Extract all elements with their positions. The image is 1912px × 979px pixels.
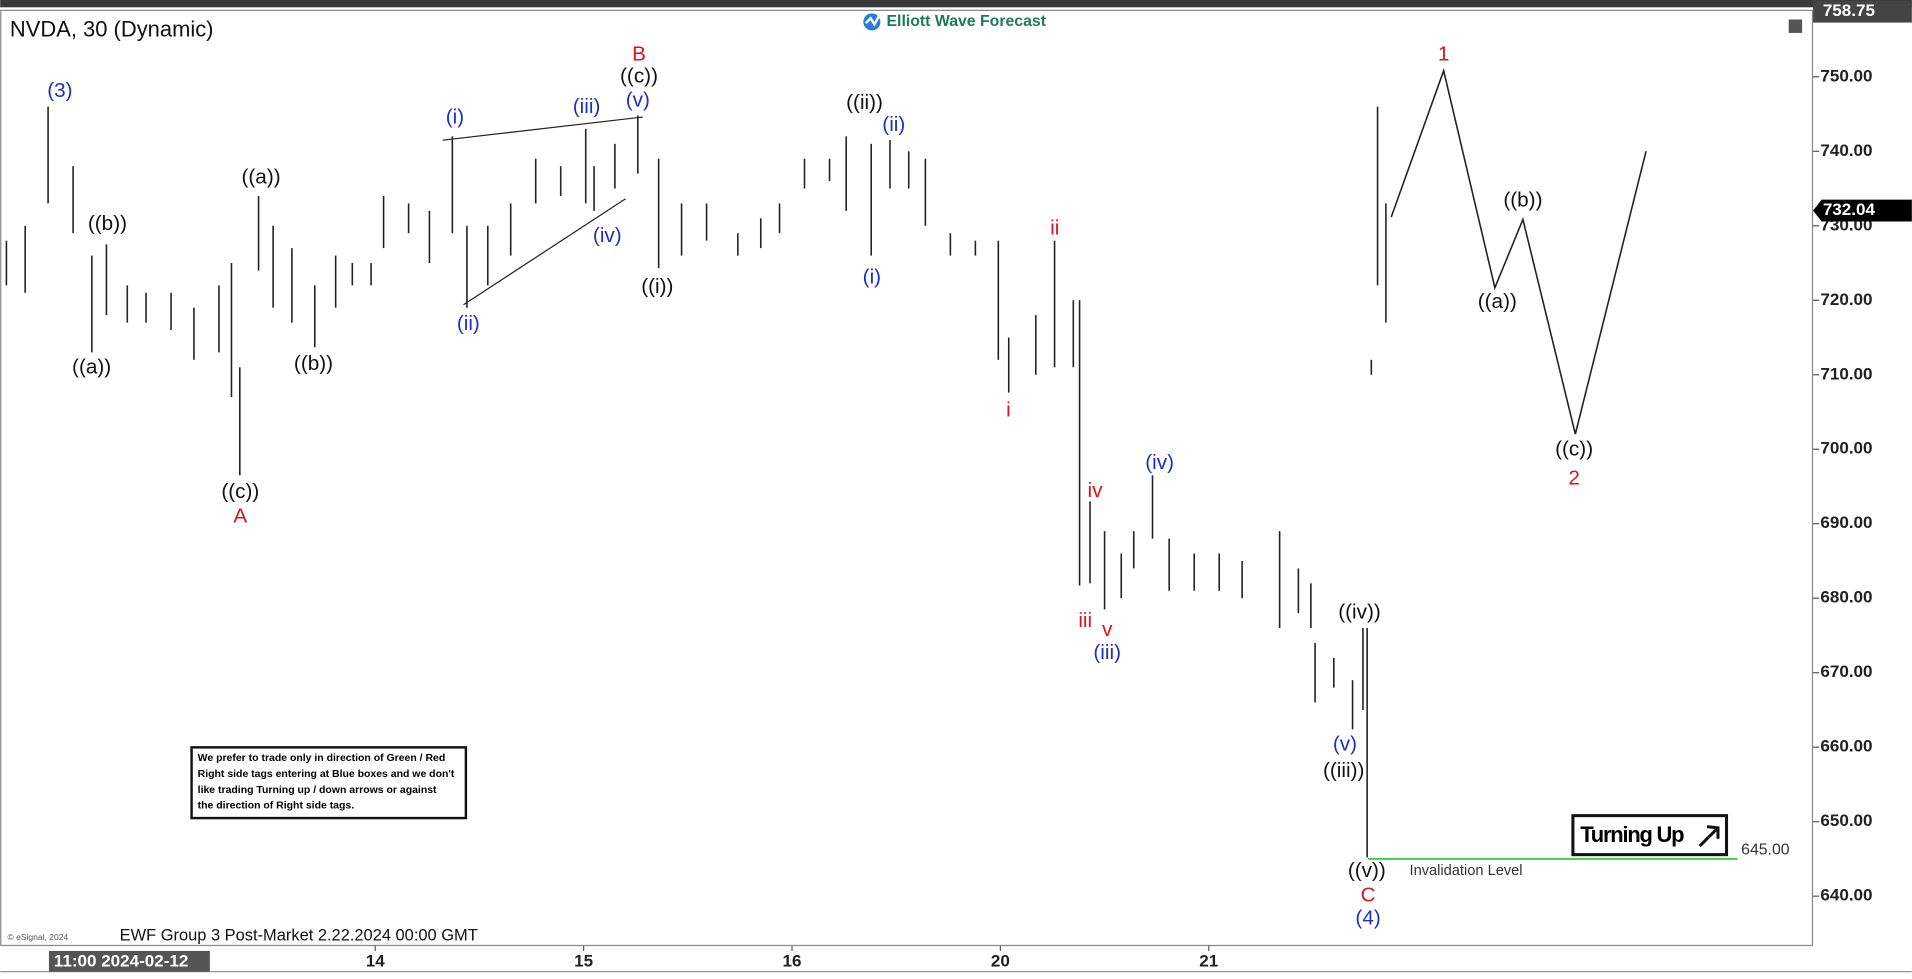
badge-box [1571,814,1729,857]
top-bar [0,0,1912,8]
y-tick-label: 750.00 [1820,66,1872,85]
note-box [190,746,468,820]
footer: EWF Group 3 Post-Market 2.22.2024 00:00 … [120,927,478,945]
last-price: 732.04 [1823,200,1876,219]
wave-label: (iv) [1145,451,1174,474]
invalidation-text: Invalidation Level [1410,863,1523,879]
projection-path [1390,67,1647,435]
badge: Turning Up [1580,822,1684,847]
y-tick-label: 650.00 [1820,811,1872,830]
wave-label: (iii) [1093,641,1121,664]
wave-label: i [1006,398,1011,421]
wave-label: ((c)) [221,480,259,503]
wave-label: ((c)) [1555,437,1593,460]
y-tick-label: 740.00 [1820,141,1872,160]
wave-label: (ii) [882,113,905,136]
y-tick-label: 690.00 [1820,513,1872,532]
trend-line [463,198,626,306]
logo-icon [864,15,881,27]
brand: Elliott Wave Forecast [887,13,1047,30]
wave-label: A [233,504,247,527]
last-price-tag [1813,199,1912,222]
x-tick-label: 20 [991,951,1010,970]
wave-label: B [632,42,646,65]
wave-label: 2 [1568,467,1580,490]
x-cursor-box [48,950,210,972]
wave-label: iv [1088,479,1104,502]
wave-label: ((ii)) [846,91,883,114]
y-tick-label: 720.00 [1820,290,1872,309]
x-tick-label: 21 [1199,951,1218,970]
wave-label: iii [1078,609,1092,632]
wave-label: (iii) [573,95,601,118]
wave-label: ((iii)) [1323,759,1364,782]
brand-logo: Elliott Wave Forecast [863,13,1047,31]
wave-label: ((b)) [1503,189,1542,212]
plot-frame [0,9,1814,947]
wave-label: (3) [47,79,72,102]
y-tick-label: 670.00 [1820,662,1872,681]
wave-label: C [1361,884,1376,907]
high-price: 758.75 [1823,1,1875,20]
wave-label: ((i)) [641,275,673,298]
y-tick-label: 660.00 [1820,737,1872,756]
chart-title: NVDA, 30 (Dynamic) [10,16,214,41]
x-tick-label: 15 [574,951,593,970]
high-price-tag [1813,0,1912,23]
wave-label: v [1102,618,1113,641]
wave-label: ii [1050,217,1059,240]
note-line: Right side tags entering at Blue boxes a… [198,769,455,780]
wave-label: ((c)) [620,64,658,87]
copyright: © eSignal, 2024 [7,932,68,942]
trend-line [442,116,643,141]
wave-label: (4) [1355,907,1380,930]
y-tick-label: 680.00 [1820,588,1872,607]
y-tick-label: 640.00 [1820,886,1872,905]
note-line: We prefer to trade only in direction of … [198,753,446,764]
wave-label: ((iv)) [1338,601,1381,624]
wave-label: (ii) [457,312,480,335]
wave-label: (v) [626,89,650,112]
x-tick-label: 14 [366,951,385,970]
wave-label: (i) [863,265,881,288]
y-tick-label: 710.00 [1820,364,1872,383]
x-cursor-label: 11:00 2024-02-12 [54,951,189,970]
wave-label: (i) [446,106,464,129]
wave-label: ((a)) [242,165,281,188]
invalidation-value: 645.00 [1741,842,1790,859]
wave-label: (iv) [593,224,622,247]
x-tick-label: 16 [783,951,802,970]
window-icon [1788,19,1803,33]
note-line: the direction of Right side tags. [198,801,355,812]
badge-arrow [1698,825,1720,848]
wave-label: ((a)) [72,356,111,379]
wave-label: 1 [1438,42,1450,65]
wave-label: ((a)) [1478,290,1517,313]
note-line: like trading Turning up / down arrows or… [198,785,437,796]
wave-label: ((b)) [294,352,333,375]
wave-label: (v) [1333,732,1357,755]
y-tick-label: 700.00 [1820,439,1872,458]
wave-label: ((b)) [88,212,127,235]
wave-label: ((v)) [1348,859,1386,882]
